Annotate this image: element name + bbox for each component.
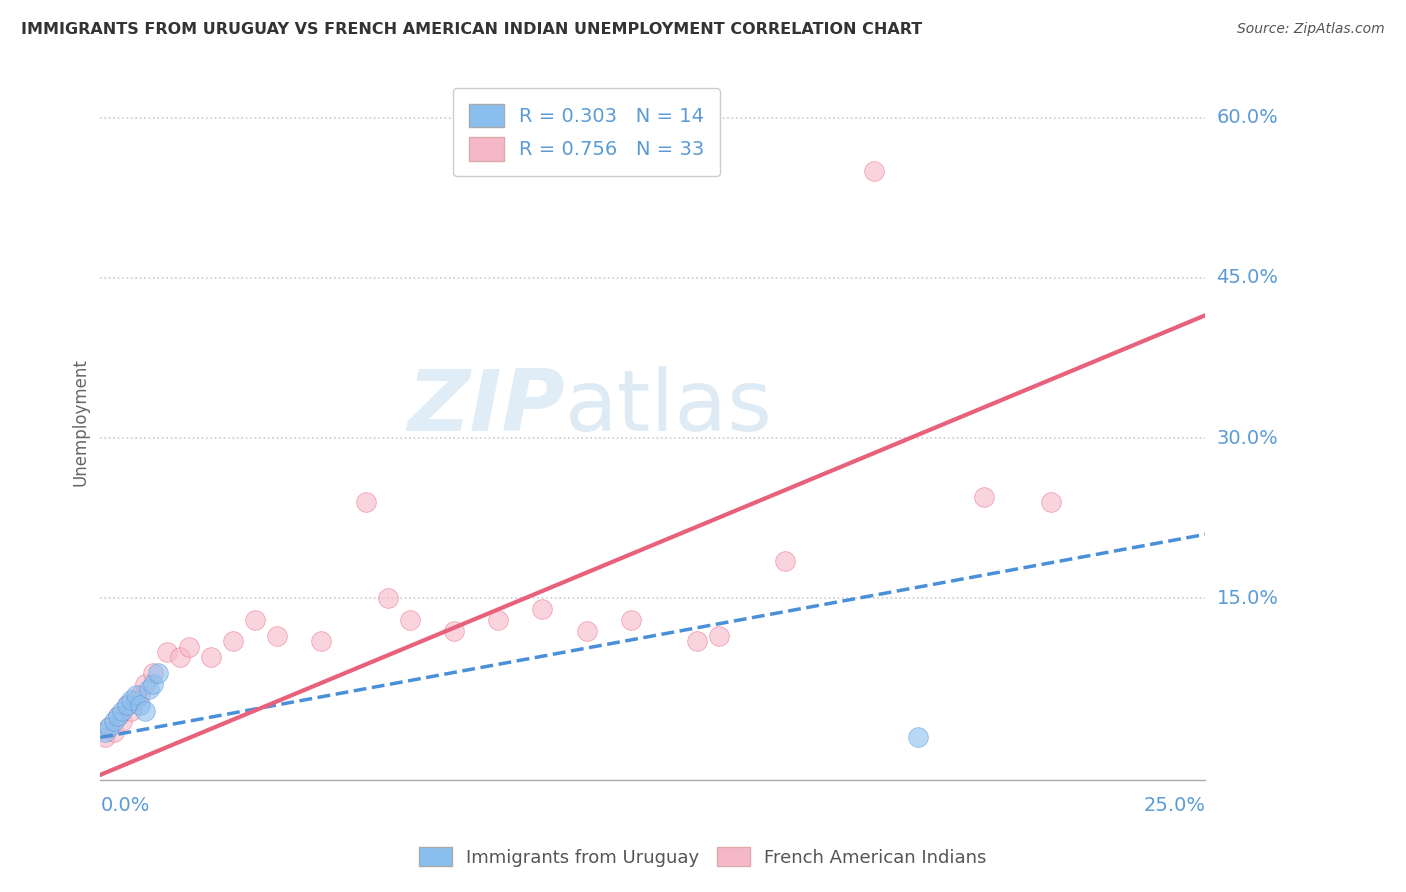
Point (111, 704, 134, 718)
Text: 45.0%: 45.0% (1216, 268, 1278, 287)
Point (94, 725, 117, 739)
Point (115, 698, 138, 713)
Y-axis label: Unemployment: Unemployment (72, 359, 89, 486)
Legend: Immigrants from Uruguay, French American Indians: Immigrants from Uruguay, French American… (412, 840, 994, 874)
Point (125, 688, 148, 702)
Point (177, 640, 200, 654)
Point (103, 714, 125, 729)
Point (377, 591, 399, 606)
Point (398, 613, 420, 627)
Point (107, 709, 129, 723)
Point (125, 693, 148, 707)
Point (142, 677, 165, 691)
Point (134, 677, 156, 691)
Point (98, 720, 121, 734)
Text: 60.0%: 60.0% (1216, 108, 1278, 127)
Point (354, 495, 377, 509)
Point (142, 666, 165, 681)
Text: 25.0%: 25.0% (1143, 797, 1205, 815)
Point (443, 624, 465, 638)
Point (94, 731, 117, 745)
Point (129, 698, 152, 713)
Text: atlas: atlas (564, 367, 772, 450)
Point (531, 602, 554, 616)
Text: 30.0%: 30.0% (1216, 429, 1278, 448)
Text: IMMIGRANTS FROM URUGUAY VS FRENCH AMERICAN INDIAN UNEMPLOYMENT CORRELATION CHART: IMMIGRANTS FROM URUGUAY VS FRENCH AMERIC… (21, 22, 922, 37)
Text: 0.0%: 0.0% (100, 797, 149, 815)
Point (973, 490, 995, 504)
Point (115, 698, 138, 713)
Point (620, 613, 643, 627)
Point (120, 704, 142, 718)
Point (575, 624, 598, 638)
Point (156, 645, 179, 659)
Point (146, 666, 169, 681)
Point (138, 682, 160, 697)
Point (129, 688, 152, 702)
Point (311, 634, 333, 648)
Point (775, 554, 797, 568)
Point (266, 629, 288, 643)
Point (863, 164, 886, 178)
Point (907, 731, 929, 745)
Point (709, 629, 731, 643)
Point (486, 613, 509, 627)
Point (1039, 495, 1062, 509)
Point (103, 725, 125, 739)
Point (200, 650, 222, 665)
Point (120, 693, 142, 707)
Point (107, 709, 129, 723)
Text: 15.0%: 15.0% (1216, 589, 1278, 608)
Point (686, 634, 709, 648)
Point (169, 650, 191, 665)
Point (222, 634, 245, 648)
Point (111, 714, 134, 729)
Text: Source: ZipAtlas.com: Source: ZipAtlas.com (1237, 22, 1385, 37)
Point (243, 613, 266, 627)
Text: ZIP: ZIP (406, 367, 564, 450)
Point (98, 720, 121, 734)
Legend: R = 0.303   N = 14, R = 0.756   N = 33: R = 0.303 N = 14, R = 0.756 N = 33 (453, 88, 720, 177)
Point (134, 704, 156, 718)
